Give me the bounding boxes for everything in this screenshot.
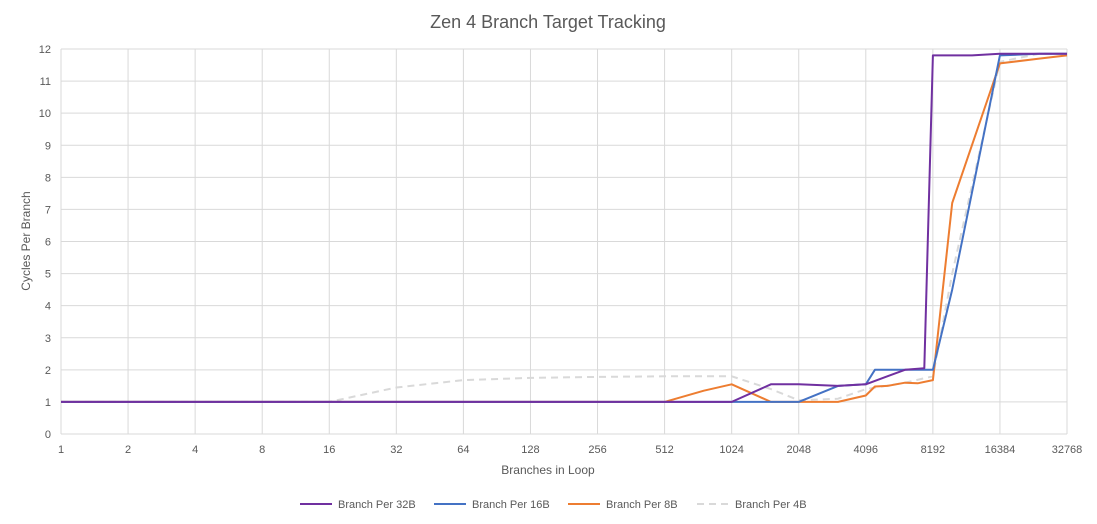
series-lines [61,52,1068,403]
series-line-branch-per-8b [61,54,1068,403]
x-tick-label: 2 [125,444,131,456]
y-tick-label: 7 [45,204,51,216]
y-tick-label: 2 [45,365,51,377]
x-tick-label: 1 [58,444,64,456]
x-tick-label: 4096 [854,444,878,456]
y-tick-label: 9 [45,140,51,152]
y-tick-label: 1 [45,397,51,409]
series-line-branch-per-4b [61,52,1067,403]
series-line-branch-per-16b [61,52,1067,403]
chart-title: Zen 4 Branch Target Tracking [430,12,666,32]
x-tick-label: 4 [192,444,198,456]
y-tick-label: 6 [45,237,51,249]
y-tick-label: 11 [40,76,51,88]
gridlines [60,48,1068,435]
x-tick-label: 32768 [1052,444,1083,456]
x-tick-label: 128 [521,444,539,456]
x-tick-label: 16 [323,444,335,456]
x-tick-label: 2048 [786,444,810,456]
x-tick-label: 8 [259,444,265,456]
legend-label: Branch Per 32B [338,499,416,511]
y-tick-label: 12 [39,44,51,56]
y-tick-label: 5 [45,269,51,281]
x-tick-label: 512 [655,444,673,456]
x-tick-label: 16384 [985,444,1016,456]
x-axis-ticks: 1 2 4 8 16 32 64 128 256 512 1024 2048 4096 8192 16384… [58,444,1082,456]
y-tick-label: 8 [45,172,51,184]
legend-label: Branch Per 16B [472,499,550,511]
series-line-branch-per-32b [61,52,1067,403]
x-axis-title: Branches in Loop [501,463,595,477]
y-tick-label: 3 [45,333,51,345]
y-tick-label: 10 [39,108,51,120]
legend-label: Branch Per 8B [606,499,678,511]
y-tick-label: 4 [45,301,51,313]
legend-label: Branch Per 4B [735,499,807,511]
y-axis-title: Cycles Per Branch [19,191,33,290]
x-tick-label: 256 [588,444,606,456]
x-tick-label: 1024 [719,444,743,456]
y-tick-label: 0 [45,429,51,441]
x-tick-label: 32 [390,444,402,456]
x-tick-label: 8192 [921,444,945,456]
legend: Branch Per 32B Branch Per 16B Branch Per 8… [300,499,807,511]
x-tick-label: 64 [457,444,469,456]
